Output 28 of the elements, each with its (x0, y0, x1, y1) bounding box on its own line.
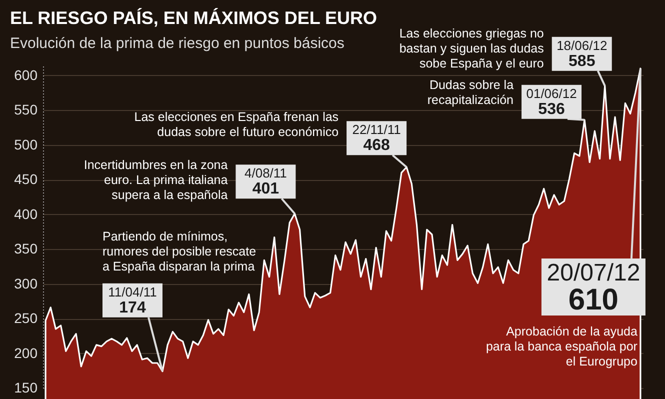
annotation: Las elecciones griegas no bastan y siguen las dudas sobe España y el euro (399, 26, 544, 70)
annotation: Partiendo de mínimos, rumores del posible rescate a España disparan la prima (102, 229, 256, 274)
annotation: Incertidumbres en la zona euro. La prima italiana supera a la española (84, 158, 228, 202)
data-label: 536 (538, 100, 565, 118)
data-label: 401 (252, 180, 280, 198)
y-tick-label: 350 (14, 240, 38, 257)
y-tick-label: 450 (14, 171, 38, 188)
y-tick-label: 250 (14, 310, 38, 326)
annotation: Dudas sobre la recapitalización (427, 78, 514, 107)
data-label: 174 (119, 299, 146, 316)
y-tick-label: 550 (14, 102, 38, 118)
y-tick-label: 500 (14, 136, 38, 152)
annotation: Las elecciones en España frenan las dudas sobre el futuro económico (134, 110, 339, 140)
y-tick-label: 400 (14, 206, 38, 222)
annotation: 22/11/11 (352, 122, 401, 138)
data-label: 468 (363, 137, 390, 154)
y-tick-label: 300 (14, 275, 38, 292)
annotation: Aprobación de la ayuda para la banca española por el Eurogrupo (486, 324, 638, 368)
data-label: 585 (568, 52, 596, 70)
annotation: 11/04/11 (108, 284, 157, 300)
annotation: 01/06/12 (526, 86, 577, 101)
chart-subtitle: Evolución de la prima de riesgo en puntos básicos (10, 35, 344, 52)
text: 18/06/12 (556, 38, 608, 53)
y-tick-label: 150 (14, 380, 38, 396)
y-tick-label: 600 (14, 66, 38, 83)
chart-title: EL RIESGO PAÍS, EN MÁXIMOS DEL EURO (10, 8, 378, 28)
y-tick-label: 200 (14, 344, 38, 361)
annotation: 4/08/11 (244, 166, 287, 181)
